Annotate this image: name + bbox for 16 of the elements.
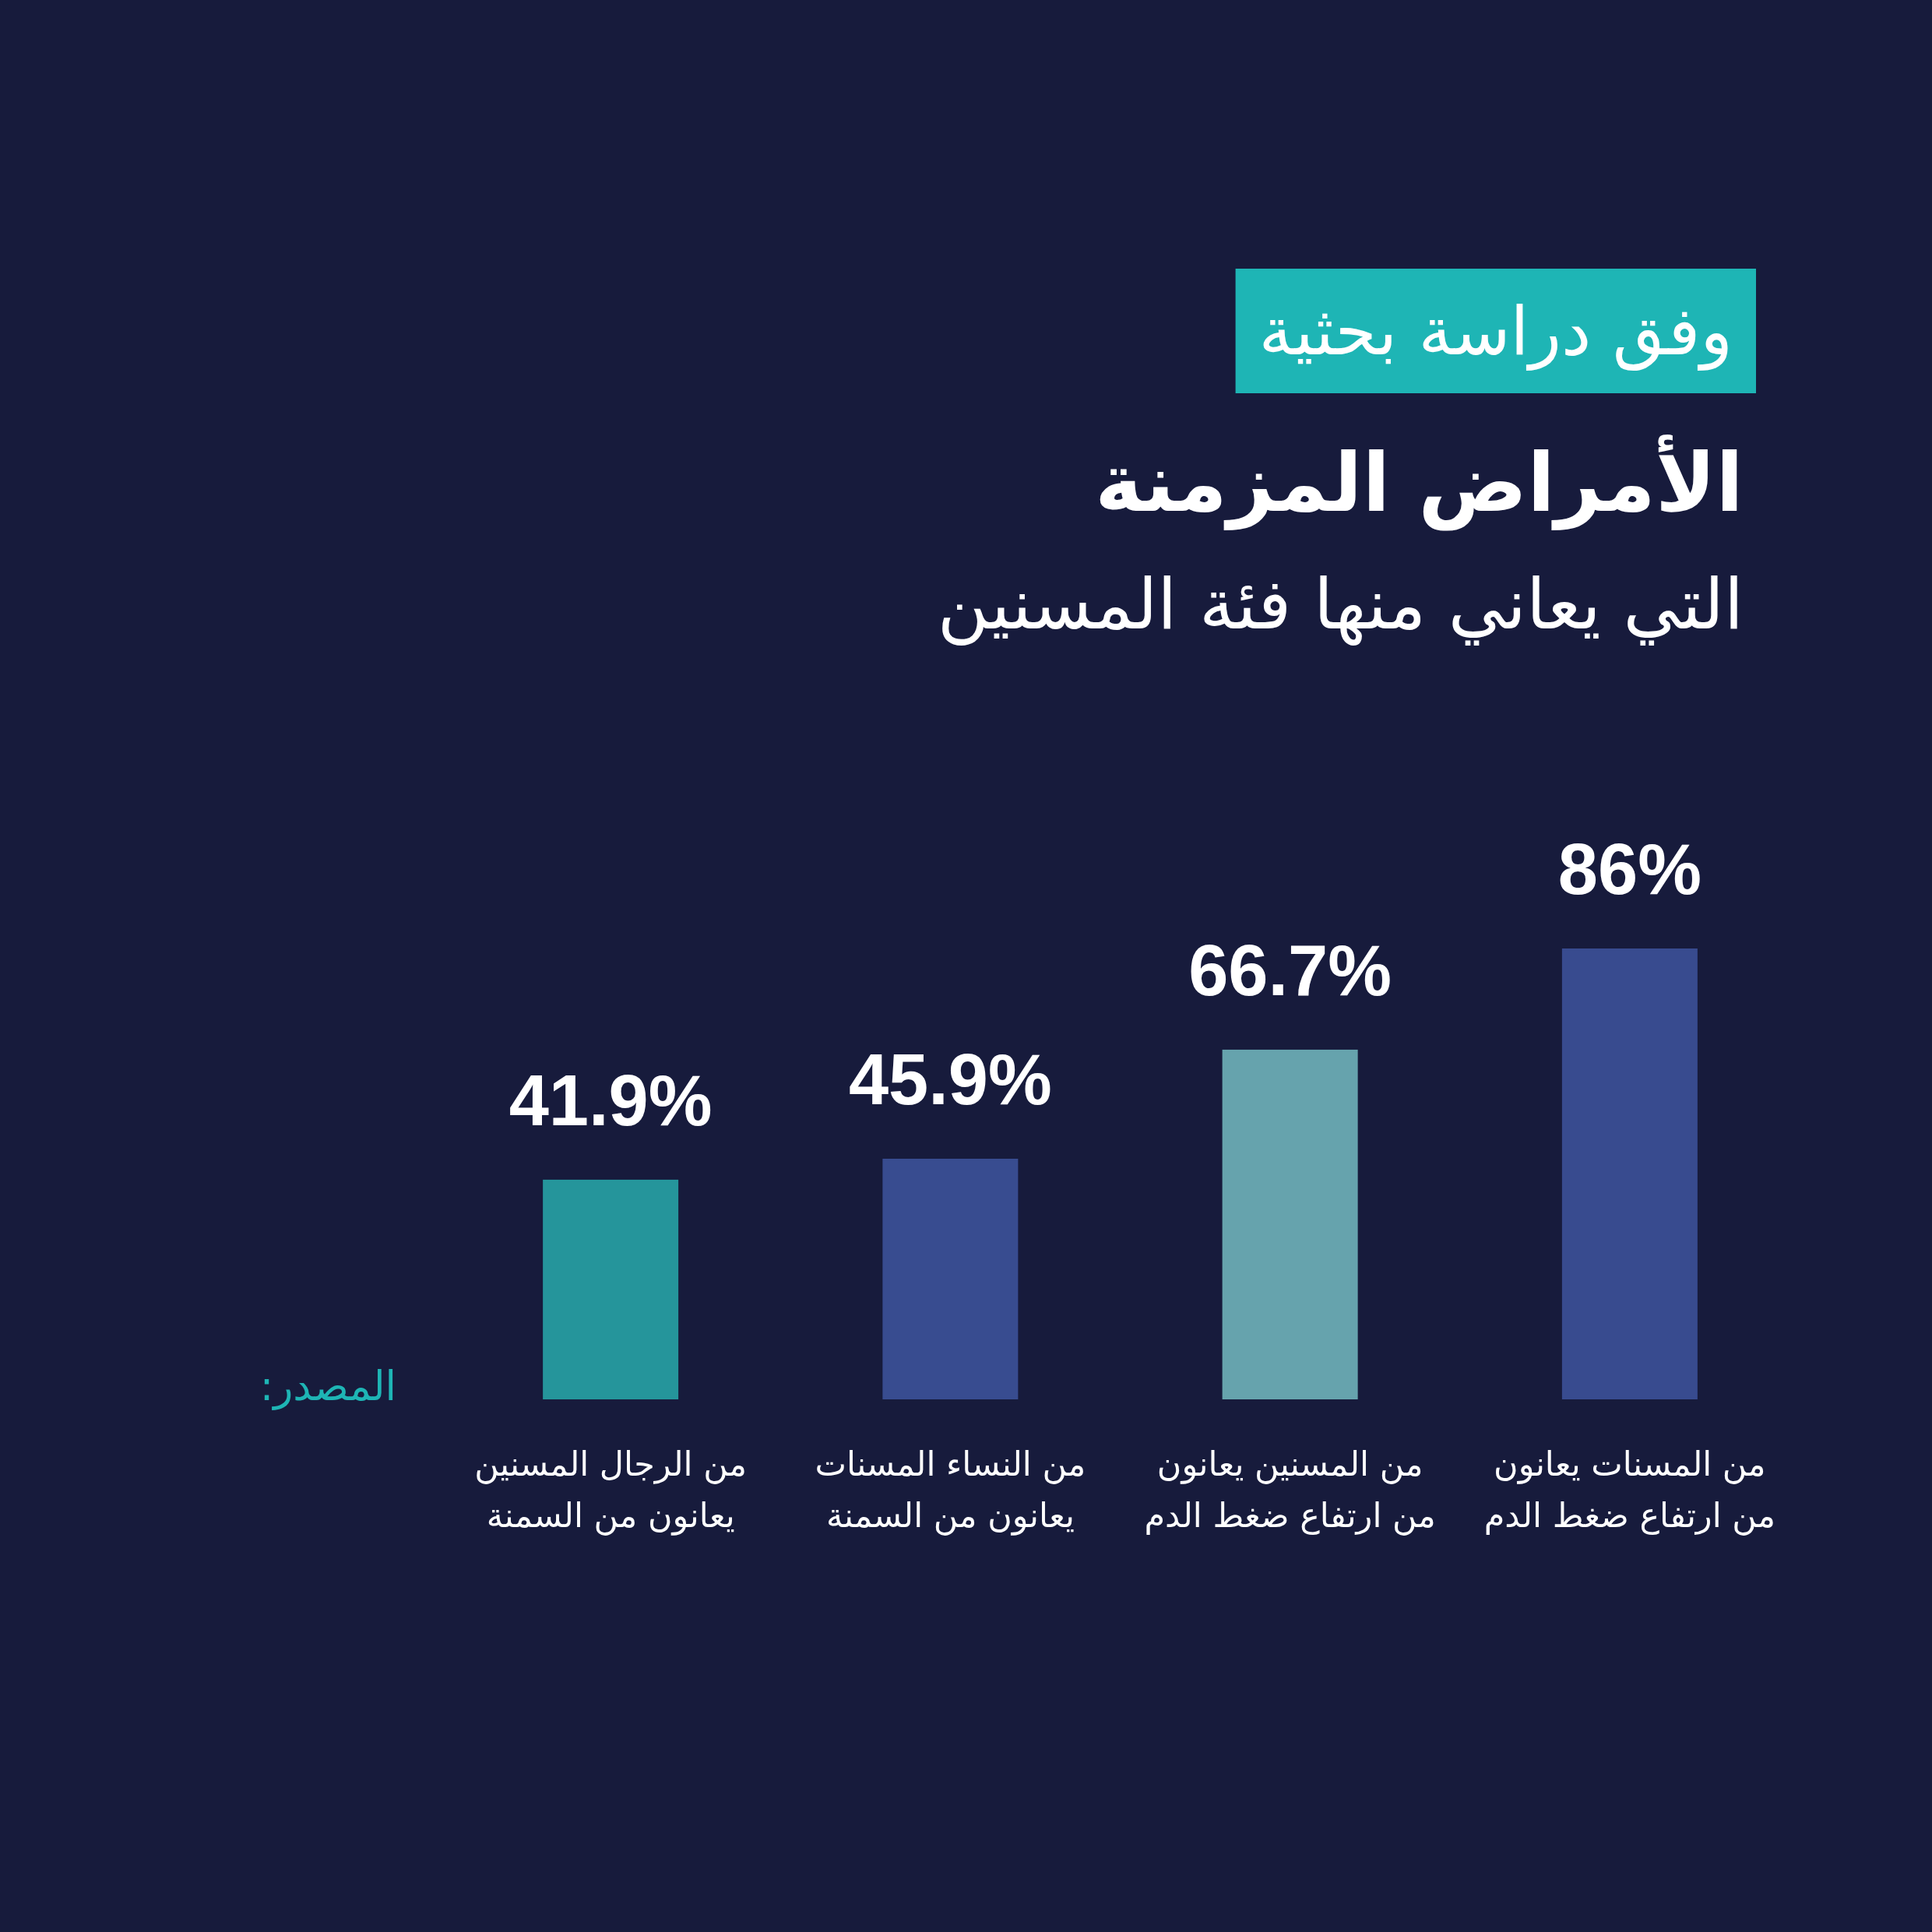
bar bbox=[543, 1179, 679, 1399]
chart-subtitle: التي يعاني منها فئة المسنين bbox=[937, 562, 1744, 646]
x-tick-label: من الرجال المسنين يعانون من السمنة bbox=[474, 1445, 748, 1536]
data-label: 86% bbox=[1557, 829, 1701, 909]
text: وفق دراسة بحثية bbox=[1258, 292, 1733, 371]
data-label: 41.9% bbox=[509, 1060, 713, 1140]
text: المصدر: bbox=[259, 1363, 396, 1410]
bar bbox=[1222, 1049, 1358, 1399]
x-tick-label: من النساء المسنات يعانون من السمنة bbox=[815, 1445, 1086, 1536]
x-tick-label: من المسنات يعانون من ارتفاع ضغط الدم bbox=[1483, 1445, 1776, 1536]
data-label: 66.7% bbox=[1188, 930, 1392, 1010]
data-label: 45.9% bbox=[848, 1039, 1052, 1119]
bar bbox=[882, 1158, 1019, 1399]
chart-title: الأمراض المزمنة bbox=[1095, 435, 1744, 531]
x-tick-label: من المسنين يعانون من ارتفاع ضغط الدم bbox=[1144, 1445, 1436, 1536]
bar bbox=[1561, 948, 1698, 1399]
